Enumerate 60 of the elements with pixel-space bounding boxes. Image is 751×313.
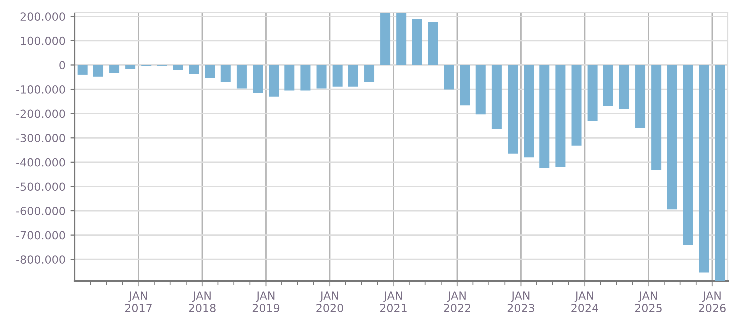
bar: [284, 65, 295, 91]
y-tick-label: -700.000: [16, 231, 66, 240]
bar: [380, 13, 391, 66]
y-tick-label: -200.000: [16, 110, 66, 118]
x-tick-label: JAN 2019: [252, 292, 280, 312]
y-tick-label: -600.000: [16, 207, 66, 216]
bar: [428, 22, 438, 66]
bar: [540, 65, 550, 169]
bar: [94, 65, 104, 77]
x-tick-label: JAN 2021: [380, 292, 407, 312]
x-tick-label: JAN 2024: [572, 292, 598, 312]
bar: [220, 65, 231, 82]
y-tick-label: 100.000: [21, 36, 66, 46]
y-tick-label: -800.000: [16, 256, 66, 264]
bar: [110, 65, 120, 74]
bar: [236, 65, 247, 89]
bar: [556, 65, 566, 168]
bar: [619, 65, 630, 110]
x-tick-label: JAN 2020: [316, 292, 344, 312]
bar: [508, 65, 518, 154]
bar: [348, 65, 358, 87]
y-tick-label: -500.000: [16, 182, 66, 192]
bar: [460, 65, 470, 106]
bar: [364, 65, 375, 82]
bar: [667, 65, 678, 210]
y-tick-label: -300.000: [16, 134, 66, 143]
bar: [300, 65, 311, 91]
bar: [444, 65, 454, 90]
bar: [715, 65, 726, 281]
bar: [189, 65, 200, 74]
bar: [492, 65, 502, 130]
bar: [269, 65, 280, 97]
bar: [396, 13, 407, 66]
x-tick-label: JAN 2023: [508, 292, 534, 312]
bar: [173, 65, 184, 70]
x-tick-label: JAN 2018: [189, 292, 216, 312]
bar: [126, 65, 136, 70]
bar: [253, 65, 264, 93]
x-tick-label: JAN 2025: [635, 292, 662, 312]
bar: [603, 65, 614, 107]
bar: [412, 19, 422, 66]
bar: [683, 65, 694, 246]
bar: [316, 65, 327, 89]
bar: [476, 65, 486, 115]
y-tick-label: -400.000: [16, 158, 66, 167]
x-tick-label: JAN 2022: [444, 292, 470, 312]
x-tick-label: JAN 2026: [699, 292, 726, 312]
bar: [78, 65, 88, 75]
y-tick-label: 200.000: [20, 12, 66, 22]
bar: [588, 65, 598, 122]
bar: [699, 65, 710, 273]
bar: [572, 65, 582, 146]
bar: [652, 65, 662, 170]
bar: [205, 65, 216, 78]
y-tick-label: 0: [60, 61, 66, 70]
bar: [636, 65, 646, 128]
bar: [524, 65, 534, 158]
bar: [332, 65, 343, 87]
y-tick-label: -100.000: [16, 86, 66, 94]
x-tick-label: JAN 2017: [125, 292, 152, 312]
